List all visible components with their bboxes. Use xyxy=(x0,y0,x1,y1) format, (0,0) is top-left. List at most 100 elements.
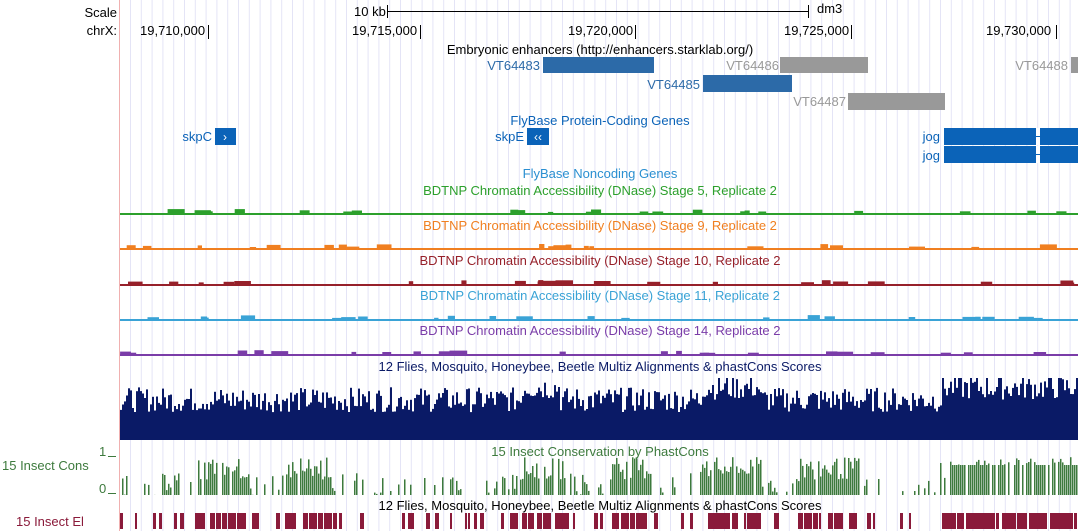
multiz-bar xyxy=(268,402,270,440)
phastcons-bar xyxy=(746,473,748,495)
phastcons-bar xyxy=(812,469,814,495)
dnase-stage14-title[interactable]: BDTNP Chromatin Accessibility (DNase) St… xyxy=(419,323,781,338)
gene-label-skpE[interactable]: skpE xyxy=(495,129,524,144)
phastcons-bar xyxy=(586,484,588,495)
multiz-bar xyxy=(368,391,370,440)
grid-line xyxy=(659,0,661,531)
phastcons-bar xyxy=(972,465,974,495)
multiz-bar xyxy=(190,388,192,440)
dnase-stage5-title[interactable]: BDTNP Chromatin Accessibility (DNase) St… xyxy=(423,183,777,198)
phastcons-axis-tick xyxy=(108,493,116,494)
enhancers-track-title[interactable]: Embryonic enhancers (http://enhancers.st… xyxy=(446,42,754,57)
coding-genes-track-title[interactable]: FlyBase Protein-Coding Genes xyxy=(510,113,690,128)
phastcons-bar xyxy=(1064,465,1066,495)
multiz-bar xyxy=(630,387,632,440)
dnase-peak xyxy=(587,316,595,319)
dnase-baseline xyxy=(120,213,1078,215)
elements-track-title[interactable]: 12 Flies, Mosquito, Honeybee, Beetle Mul… xyxy=(378,498,822,513)
multiz-bar xyxy=(744,385,746,440)
phastcons-bar xyxy=(660,487,662,495)
multiz-bar xyxy=(562,397,564,440)
multiz-bar xyxy=(230,405,232,440)
multiz-bar xyxy=(724,383,726,440)
phastcons-bar xyxy=(690,473,692,495)
multiz-bar xyxy=(414,398,416,440)
grid-line xyxy=(1004,0,1006,531)
multiz-bar xyxy=(796,390,798,440)
multiz-bar xyxy=(662,398,664,440)
multiz-bar xyxy=(420,388,422,440)
multiz-bar xyxy=(954,378,956,440)
conserved-element xyxy=(630,513,634,529)
multiz-bar xyxy=(682,396,684,440)
grid-line xyxy=(1058,0,1060,531)
multiz-bar xyxy=(204,409,206,440)
phastcons-bar xyxy=(978,459,980,495)
multiz-track-title[interactable]: 12 Flies, Mosquito, Honeybee, Beetle Mul… xyxy=(378,359,822,374)
multiz-bar xyxy=(932,396,934,440)
noncoding-genes-track-title[interactable]: FlyBase Noncoding Genes xyxy=(522,166,678,181)
enhancer-label[interactable]: VT64485 xyxy=(647,77,700,92)
phastcons-bar xyxy=(232,471,234,495)
gene-label-jog[interactable]: jog xyxy=(922,129,940,144)
phastcons-bar xyxy=(986,465,988,495)
multiz-bar xyxy=(154,410,156,440)
gene-label-jog[interactable]: jog xyxy=(922,148,940,163)
multiz-bar xyxy=(238,401,240,440)
multiz-bar xyxy=(750,378,752,440)
elements-side-label[interactable]: 15 Insect El xyxy=(16,514,84,529)
multiz-bar xyxy=(986,378,988,440)
multiz-bar xyxy=(362,394,364,440)
phastcons-bar xyxy=(646,471,648,495)
multiz-bar xyxy=(892,388,894,440)
conserved-element xyxy=(303,513,306,529)
enhancer-label[interactable]: VT64487 xyxy=(793,94,846,109)
multiz-bar xyxy=(1000,378,1002,440)
enhancer-label[interactable]: VT64488 xyxy=(1015,58,1068,73)
enhancer-label[interactable]: VT64483 xyxy=(487,58,540,73)
grid-line xyxy=(551,0,553,531)
phastcons-bar xyxy=(752,466,754,495)
phastcons-bar xyxy=(354,480,356,495)
multiz-bar xyxy=(582,400,584,440)
multiz-bar xyxy=(484,403,486,440)
multiz-bar xyxy=(952,392,954,440)
grid-line xyxy=(302,0,304,531)
grid-line xyxy=(529,0,531,531)
phastcons-bar xyxy=(504,478,506,495)
multiz-bar xyxy=(228,400,230,440)
phastcons-bar xyxy=(144,483,146,495)
conserved-element xyxy=(1059,513,1064,529)
multiz-bar xyxy=(426,395,428,440)
phastcons-bar xyxy=(826,469,828,495)
multiz-bar xyxy=(536,392,538,440)
phastcons-bar xyxy=(792,483,794,495)
conserved-element xyxy=(333,513,337,529)
gene-jog xyxy=(944,146,1078,163)
multiz-bar xyxy=(304,389,306,440)
phastcons-bar xyxy=(662,492,664,495)
multiz-bar xyxy=(176,409,178,440)
multiz-bar xyxy=(390,387,392,440)
conserved-element xyxy=(309,513,312,529)
gene-label-skpC[interactable]: skpC xyxy=(182,129,212,144)
dnase-peak xyxy=(341,317,356,319)
phastcons-bar xyxy=(806,464,808,495)
multiz-bar xyxy=(1014,383,1016,440)
phastcons-bar xyxy=(728,472,730,495)
phastcons-bar xyxy=(250,488,252,495)
conserved-element xyxy=(528,513,531,529)
dnase-stage11-title[interactable]: BDTNP Chromatin Accessibility (DNase) St… xyxy=(419,288,781,303)
enhancer-label[interactable]: VT64486 xyxy=(726,58,779,73)
multiz-bar xyxy=(182,405,184,440)
grid-line xyxy=(670,0,671,531)
phastcons-track-title[interactable]: 15 Insect Conservation by PhastCons xyxy=(491,444,709,459)
phastcons-bar xyxy=(840,474,842,495)
dnase-stage9-title[interactable]: BDTNP Chromatin Accessibility (DNase) St… xyxy=(423,218,777,233)
dnase-stage10-title[interactable]: BDTNP Chromatin Accessibility (DNase) St… xyxy=(419,253,781,268)
multiz-bar xyxy=(528,393,530,440)
phastcons-side-label[interactable]: 15 Insect Cons xyxy=(2,458,89,473)
multiz-bar xyxy=(976,378,978,440)
conserved-element xyxy=(759,513,761,529)
multiz-bar xyxy=(348,412,350,440)
